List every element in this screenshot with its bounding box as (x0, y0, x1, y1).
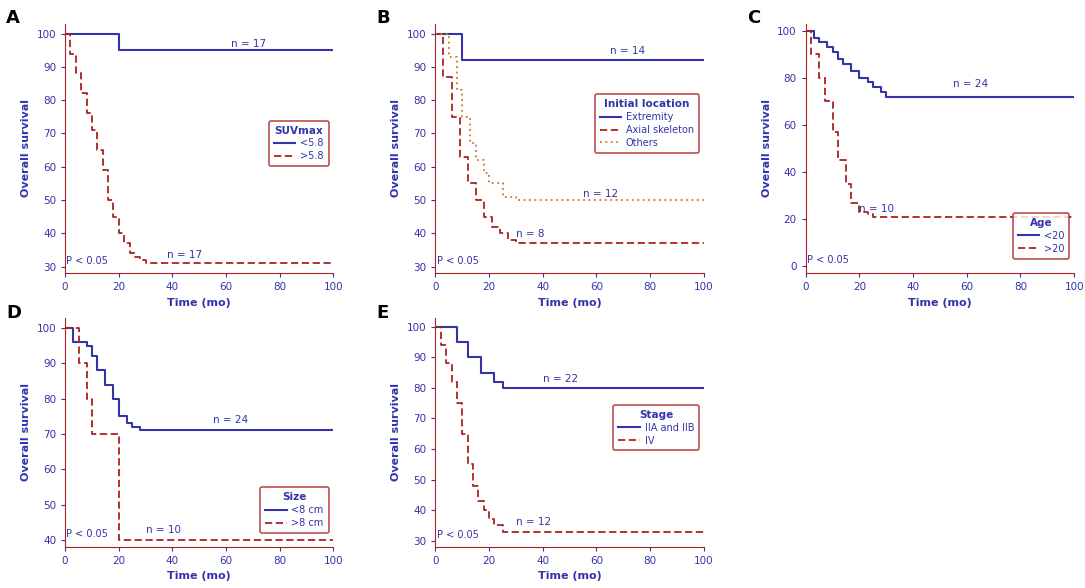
Text: B: B (376, 8, 390, 26)
Y-axis label: Overall survival: Overall survival (392, 99, 401, 198)
Legend: <20, >20: <20, >20 (1012, 213, 1070, 259)
X-axis label: Time (mo): Time (mo) (167, 298, 231, 308)
Text: P < 0.05: P < 0.05 (807, 255, 848, 265)
Text: A: A (7, 8, 20, 26)
Y-axis label: Overall survival: Overall survival (762, 99, 771, 198)
Text: n = 14: n = 14 (610, 45, 644, 55)
Text: n = 10: n = 10 (859, 204, 894, 214)
Text: n = 17: n = 17 (167, 250, 202, 260)
Text: P < 0.05: P < 0.05 (437, 530, 478, 540)
Text: D: D (7, 304, 21, 322)
Text: n = 17: n = 17 (231, 39, 267, 49)
Text: P < 0.05: P < 0.05 (66, 529, 108, 539)
Text: n = 12: n = 12 (583, 189, 618, 199)
X-axis label: Time (mo): Time (mo) (538, 298, 601, 308)
Legend: <5.8, >5.8: <5.8, >5.8 (269, 121, 329, 166)
Text: P < 0.05: P < 0.05 (437, 256, 478, 266)
X-axis label: Time (mo): Time (mo) (908, 298, 972, 308)
Text: C: C (746, 8, 759, 26)
Legend: IIA and IIB, IV: IIA and IIB, IV (613, 405, 699, 450)
Legend: Extremity, Axial skeleton, Others: Extremity, Axial skeleton, Others (595, 94, 699, 153)
Y-axis label: Overall survival: Overall survival (21, 383, 30, 481)
Text: n = 8: n = 8 (516, 229, 545, 239)
X-axis label: Time (mo): Time (mo) (538, 572, 601, 582)
Text: n = 24: n = 24 (213, 415, 247, 425)
Text: n = 10: n = 10 (145, 524, 180, 534)
Y-axis label: Overall survival: Overall survival (392, 383, 401, 481)
X-axis label: Time (mo): Time (mo) (167, 572, 231, 582)
Text: n = 22: n = 22 (542, 374, 578, 384)
Text: n = 12: n = 12 (516, 517, 551, 527)
Text: P < 0.05: P < 0.05 (66, 256, 108, 266)
Y-axis label: Overall survival: Overall survival (21, 99, 30, 198)
Legend: <8 cm, >8 cm: <8 cm, >8 cm (260, 487, 329, 533)
Text: E: E (376, 304, 388, 322)
Text: n = 24: n = 24 (954, 79, 988, 89)
